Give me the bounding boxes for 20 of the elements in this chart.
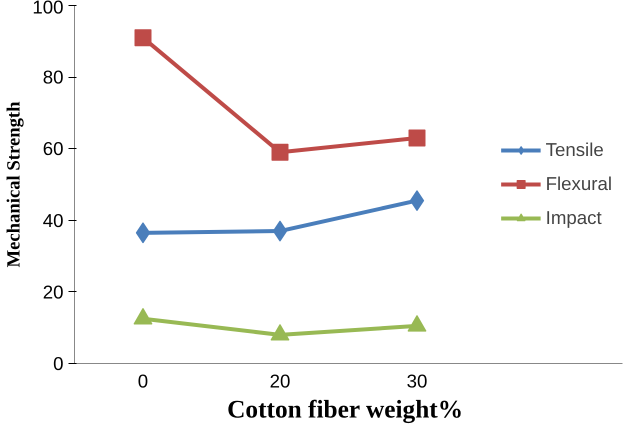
legend-label: Flexural [546,173,612,195]
point [134,308,152,324]
point [270,324,290,341]
point [134,29,152,46]
y-tick-label: 100 [32,0,64,18]
y-tick-label: 80 [42,66,64,88]
x-tick-label: 20 [270,370,290,392]
y-tick-label: 0 [53,353,64,374]
x-tick-label: 30 [406,370,428,392]
point [272,144,288,161]
legend-label: Tensile [546,139,604,161]
x-tick-label: 0 [138,370,148,392]
x-axis-title: Cotton fiber weight% [227,396,464,424]
point [408,315,426,332]
legend-label: Impact [546,207,602,229]
y-tick-label: 20 [42,281,64,302]
y-axis-title: Mechanical Strength [3,100,24,268]
y-tick-label: 60 [42,138,64,160]
point [408,129,426,146]
y-tick-label: 40 [42,210,64,231]
